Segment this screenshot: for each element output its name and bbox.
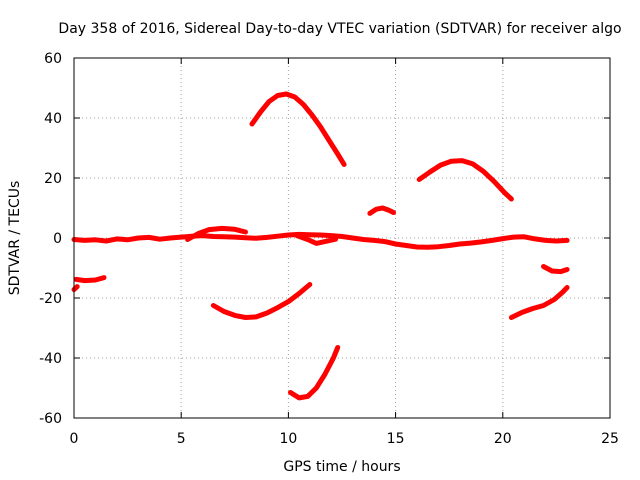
y-tick-label: -40 [39,351,62,367]
series-segment-trough-8h [210,282,313,320]
x-tick-label: 20 [494,431,512,447]
y-ticks: -60 -40 -20 0 20 40 60 [39,51,610,427]
chart-title: Day 358 of 2016, Sidereal Day-to-day VTE… [58,21,621,37]
y-tick-label: 0 [53,231,62,247]
y-axis-label: SDTVAR / TECUs [7,181,23,296]
series-segment-near-zero-main [71,231,570,250]
y-tick-label: -60 [39,411,62,427]
x-tick-label: 5 [177,431,186,447]
y-tick-label: -20 [39,291,62,307]
x-tick-label: 25 [601,431,619,447]
series-segment-dip-10-12h [294,233,339,246]
x-ticks: 0 5 10 15 20 25 [70,58,619,447]
x-tick-label: 15 [387,431,405,447]
y-tick-label: 20 [44,171,62,187]
series-segment-arc-peak-18h [416,158,514,202]
series-segment-left-minus-17 [71,284,80,293]
series-segment-bump-6-8h [185,225,248,242]
plot-series [71,91,570,401]
plot-frame [73,57,611,419]
x-tick-label: 0 [70,431,79,447]
series-segment-right-rise [508,285,570,320]
series-segment-trough-10-5h [288,345,341,401]
series-segment-left-minus-14 [73,275,107,284]
x-tick-label: 10 [279,431,297,447]
y-tick-label: 60 [44,51,62,67]
series-segment-short-14h [367,205,396,216]
x-axis-label: GPS time / hours [283,459,400,475]
y-tick-label: 40 [44,111,62,127]
series-segment-arc-peak-10h [249,91,347,167]
series-segment-right-minus-11 [541,264,570,275]
